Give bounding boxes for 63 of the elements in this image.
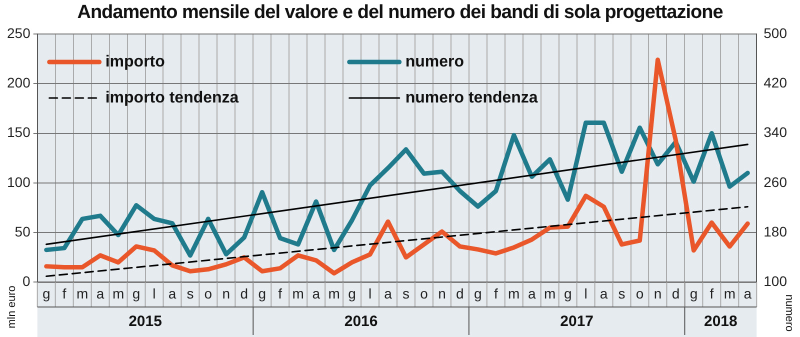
x-tick-label: l [584,285,588,302]
x-tick-label: a [384,285,392,302]
chart-title: Andamento mensile del valore e del numero dei bandi di sola progettazione [76,2,724,24]
x-tick-label: l [368,285,372,302]
x-tick-label: o [636,285,644,302]
y2-tick-label: 500 [764,24,788,41]
y-tick-label: 200 [7,74,31,90]
y2-tick-label: 420 [764,74,788,90]
x-tick-label: g [348,285,356,302]
x-tick-label: g [258,285,266,302]
legend-label: importo tendenza [105,89,239,106]
x-tick-label: f [62,285,66,302]
x-tick-label: m [544,285,556,302]
legend-label: numero tendenza [405,89,538,106]
text: 2018 [704,313,738,330]
x-tick-label: n [438,285,446,302]
x-tick-label: g [690,285,698,302]
y-tick-label: 100 [7,174,31,190]
x-tick-label: m [292,285,304,302]
y-tick-label: 0 [22,273,31,290]
y-tick-label: 250 [7,24,31,41]
x-tick-label: d [240,285,248,302]
y2-tick-label: 100 [764,273,788,290]
y-tick-label: 150 [7,124,31,140]
y2-tick-label: 340 [764,124,788,140]
x-tick-label: s [618,285,626,302]
y2-tick-label: 180 [764,223,788,240]
text: 2017 [560,313,594,330]
y2-tick-label: 260 [764,174,788,190]
x-tick-label: s [186,285,194,302]
y-tick-label: 50 [14,223,31,240]
x-tick-label: n [222,285,230,302]
x-tick-label: a [168,285,176,302]
x-tick-label: a [312,285,320,302]
x-tick-label: o [420,285,428,302]
y-axis-title: mln euro [6,286,18,328]
x-tick-label: o [204,285,212,302]
x-tick-label: f [710,285,714,302]
x-tick-label: a [744,285,752,302]
x-tick-label: g [42,285,50,302]
x-tick-label: a [528,285,536,302]
legend-label: importo [105,53,166,70]
x-tick-label: a [96,285,104,302]
x-tick-label: d [456,285,464,302]
x-tick-label: s [402,285,410,302]
x-tick-label: g [132,285,140,302]
x-tick-label: l [152,285,156,302]
x-tick-label: n [654,285,662,302]
x-tick-label: f [278,285,282,302]
x-tick-label: f [494,285,498,302]
x-tick-label: m [76,285,88,302]
x-tick-label: m [724,285,736,302]
x-tick-label: g [474,285,482,302]
text: 2015 [128,313,162,330]
x-tick-label: d [672,285,680,302]
x-tick-label: g [564,285,572,302]
x-tick-label: m [508,285,520,302]
x-tick-label: m [328,285,340,302]
y2-axis-title: numero [782,294,795,332]
x-tick-label: a [600,285,608,302]
text: 2016 [344,313,378,330]
x-tick-label: m [112,285,124,302]
legend-label: numero [405,53,464,70]
